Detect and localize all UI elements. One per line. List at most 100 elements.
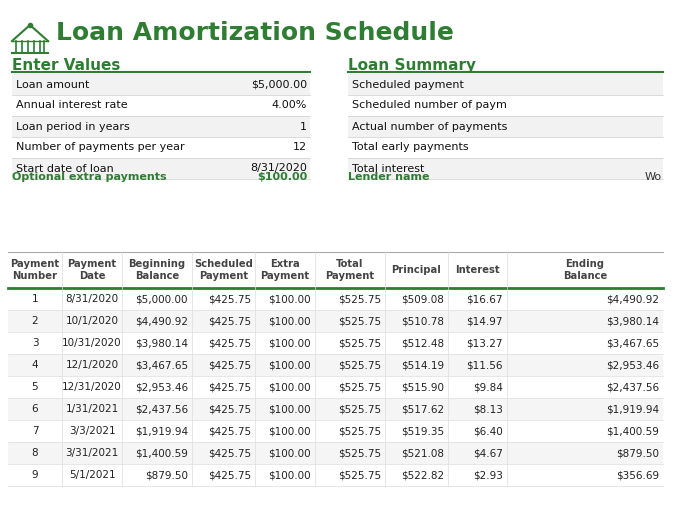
Text: Total interest: Total interest [352,163,425,174]
Text: $1,400.59: $1,400.59 [606,426,659,436]
Text: 1: 1 [300,122,307,132]
Bar [12,137,310,158]
Text: Scheduled number of paym: Scheduled number of paym [352,100,507,110]
Bar [348,95,663,116]
Text: Principal: Principal [392,265,441,275]
Text: 8/31/2020: 8/31/2020 [65,294,119,304]
Text: $521.08: $521.08 [401,448,444,458]
Text: 3/3/2021: 3/3/2021 [69,426,115,436]
Bar [8,420,663,442]
Text: 10/31/2020: 10/31/2020 [62,338,122,348]
Bar [8,464,663,486]
Text: $100.00: $100.00 [269,382,311,392]
Text: $425.75: $425.75 [208,316,251,326]
Text: $100.00: $100.00 [269,426,311,436]
Text: $13.27: $13.27 [466,338,503,348]
Text: $14.97: $14.97 [466,316,503,326]
Text: Total
Payment: Total Payment [325,259,375,281]
Text: Payment
Number: Payment Number [10,259,59,281]
Text: $1,919.94: $1,919.94 [135,426,188,436]
Bar [348,137,663,158]
Text: $425.75: $425.75 [208,360,251,370]
Text: Extra
Payment: Extra Payment [261,259,310,281]
Text: Loan period in years: Loan period in years [16,122,130,132]
Text: $425.75: $425.75 [208,382,251,392]
Text: $100.00: $100.00 [269,338,311,348]
Text: $425.75: $425.75 [208,338,251,348]
Text: 4: 4 [32,360,38,370]
Text: $4,490.92: $4,490.92 [135,316,188,326]
Text: 4.00%: 4.00% [271,100,307,110]
Text: Start date of loan: Start date of loan [16,163,114,174]
Bar [8,332,663,354]
Bar [8,310,663,332]
Text: $356.69: $356.69 [616,470,659,480]
Text: 9: 9 [32,470,38,480]
Text: $4.67: $4.67 [473,448,503,458]
Text: $5,000.00: $5,000.00 [251,80,307,89]
Text: $525.75: $525.75 [338,448,381,458]
Text: Number of payments per year: Number of payments per year [16,142,185,152]
Text: $4,490.92: $4,490.92 [606,294,659,304]
Bar [12,74,310,95]
Text: $425.75: $425.75 [208,426,251,436]
Text: $100.00: $100.00 [269,404,311,414]
Text: $425.75: $425.75 [208,404,251,414]
Bar [8,376,663,398]
Text: Scheduled
Payment: Scheduled Payment [194,259,253,281]
Text: $1,400.59: $1,400.59 [135,448,188,458]
Bar [8,288,663,310]
Text: $100.00: $100.00 [269,294,311,304]
Text: $100.00: $100.00 [269,360,311,370]
Bar [8,252,663,288]
Text: Lender name: Lender name [348,172,429,181]
Text: $525.75: $525.75 [338,360,381,370]
Bar [12,95,310,116]
Text: $522.82: $522.82 [401,470,444,480]
Text: 5/1/2021: 5/1/2021 [69,470,115,480]
Text: $100.00: $100.00 [256,172,307,181]
Text: 8/31/2020: 8/31/2020 [250,163,307,174]
Text: $510.78: $510.78 [401,316,444,326]
Bar [348,158,663,179]
Text: Loan amount: Loan amount [16,80,89,89]
Text: 6: 6 [32,404,38,414]
Text: Payment
Date: Payment Date [68,259,117,281]
Text: $3,980.14: $3,980.14 [606,316,659,326]
Text: $5,000.00: $5,000.00 [136,294,188,304]
Text: $525.75: $525.75 [338,382,381,392]
Text: $509.08: $509.08 [401,294,444,304]
Text: 1/31/2021: 1/31/2021 [65,404,119,414]
Text: 12: 12 [293,142,307,152]
Text: Total early payments: Total early payments [352,142,468,152]
Text: $512.48: $512.48 [401,338,444,348]
Text: $8.13: $8.13 [473,404,503,414]
Text: 3/31/2021: 3/31/2021 [65,448,119,458]
Text: 2: 2 [32,316,38,326]
Text: $100.00: $100.00 [269,470,311,480]
Text: $3,980.14: $3,980.14 [135,338,188,348]
Text: $879.50: $879.50 [145,470,188,480]
Text: 10/1/2020: 10/1/2020 [65,316,119,326]
Text: $1,919.94: $1,919.94 [606,404,659,414]
Text: $517.62: $517.62 [401,404,444,414]
Text: $11.56: $11.56 [466,360,503,370]
Text: Ending
Balance: Ending Balance [563,259,607,281]
Text: $425.75: $425.75 [208,448,251,458]
Text: $6.40: $6.40 [473,426,503,436]
Text: Optional extra payments: Optional extra payments [12,172,167,181]
Text: $525.75: $525.75 [338,426,381,436]
Text: $525.75: $525.75 [338,294,381,304]
Text: $100.00: $100.00 [269,316,311,326]
Bar [8,442,663,464]
Text: $100.00: $100.00 [269,448,311,458]
Text: Beginning
Balance: Beginning Balance [128,259,186,281]
Text: Loan Summary: Loan Summary [348,58,476,73]
Text: 12/31/2020: 12/31/2020 [62,382,122,392]
Text: $879.50: $879.50 [616,448,659,458]
Text: $3,467.65: $3,467.65 [606,338,659,348]
Bar [12,116,310,137]
Text: $3,467.65: $3,467.65 [135,360,188,370]
Text: $425.75: $425.75 [208,470,251,480]
Text: Actual number of payments: Actual number of payments [352,122,508,132]
